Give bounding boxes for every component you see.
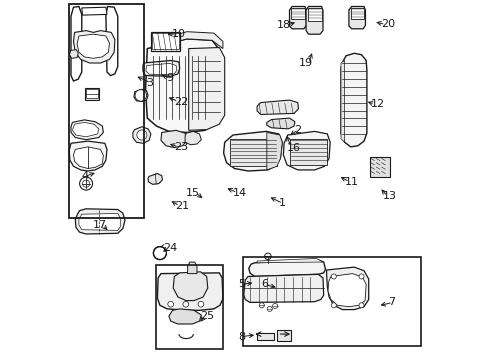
Polygon shape bbox=[257, 100, 298, 114]
Circle shape bbox=[135, 90, 146, 101]
Polygon shape bbox=[257, 258, 322, 263]
Text: 8: 8 bbox=[238, 332, 244, 342]
Polygon shape bbox=[326, 267, 368, 310]
Polygon shape bbox=[145, 63, 177, 75]
Polygon shape bbox=[168, 309, 201, 324]
Polygon shape bbox=[134, 89, 148, 102]
Polygon shape bbox=[248, 260, 325, 276]
Circle shape bbox=[167, 301, 173, 307]
Bar bbox=[291, 8, 305, 19]
Polygon shape bbox=[79, 213, 120, 230]
Text: 25: 25 bbox=[200, 311, 214, 321]
Polygon shape bbox=[340, 53, 366, 147]
Bar bbox=[85, 88, 99, 100]
Polygon shape bbox=[158, 32, 223, 49]
Polygon shape bbox=[188, 48, 224, 130]
Text: 3: 3 bbox=[146, 78, 153, 88]
Bar bbox=[86, 89, 98, 98]
Circle shape bbox=[266, 306, 272, 311]
Circle shape bbox=[358, 274, 363, 279]
Polygon shape bbox=[75, 209, 125, 234]
Text: 1: 1 bbox=[278, 198, 285, 208]
Circle shape bbox=[272, 303, 277, 309]
Polygon shape bbox=[133, 127, 151, 143]
Text: 18: 18 bbox=[277, 20, 291, 30]
Polygon shape bbox=[327, 274, 366, 307]
Polygon shape bbox=[145, 39, 218, 132]
Bar bbox=[152, 33, 179, 49]
Circle shape bbox=[183, 301, 188, 307]
Polygon shape bbox=[266, 132, 282, 170]
Polygon shape bbox=[348, 6, 365, 29]
Text: 9: 9 bbox=[166, 73, 173, 84]
Polygon shape bbox=[71, 120, 103, 140]
Polygon shape bbox=[340, 60, 344, 142]
Circle shape bbox=[198, 301, 203, 307]
Bar bbox=[369, 157, 389, 177]
Polygon shape bbox=[77, 34, 109, 58]
Polygon shape bbox=[148, 174, 162, 184]
Polygon shape bbox=[71, 6, 81, 81]
Bar bbox=[257, 333, 274, 340]
Circle shape bbox=[82, 180, 89, 187]
Polygon shape bbox=[73, 31, 115, 63]
Text: 4: 4 bbox=[81, 171, 89, 181]
Text: 6: 6 bbox=[261, 279, 268, 289]
Bar bbox=[151, 32, 180, 51]
Circle shape bbox=[259, 303, 264, 308]
Text: 11: 11 bbox=[345, 177, 359, 187]
Text: 14: 14 bbox=[232, 188, 246, 198]
Circle shape bbox=[358, 303, 363, 308]
Polygon shape bbox=[185, 131, 201, 145]
Text: 2: 2 bbox=[294, 125, 301, 135]
Polygon shape bbox=[73, 147, 103, 168]
Polygon shape bbox=[289, 6, 306, 29]
Bar bbox=[350, 8, 363, 19]
Text: 16: 16 bbox=[286, 143, 301, 153]
Circle shape bbox=[264, 253, 270, 260]
Text: 13: 13 bbox=[382, 191, 396, 201]
Text: 21: 21 bbox=[175, 201, 189, 211]
Polygon shape bbox=[81, 7, 107, 15]
Bar bbox=[307, 8, 321, 21]
Bar bbox=[156, 265, 223, 349]
Polygon shape bbox=[187, 262, 197, 274]
Polygon shape bbox=[142, 60, 179, 76]
Text: 22: 22 bbox=[174, 96, 188, 107]
Polygon shape bbox=[266, 118, 294, 129]
Bar bbox=[69, 4, 144, 218]
Polygon shape bbox=[69, 50, 78, 58]
Circle shape bbox=[330, 303, 336, 308]
Polygon shape bbox=[173, 272, 207, 301]
Bar bbox=[289, 139, 326, 165]
Text: 12: 12 bbox=[370, 99, 384, 109]
Text: 24: 24 bbox=[163, 243, 177, 253]
Text: 19: 19 bbox=[298, 58, 312, 68]
Text: 23: 23 bbox=[174, 142, 188, 152]
Text: 15: 15 bbox=[185, 188, 199, 198]
Circle shape bbox=[330, 274, 336, 279]
Text: 5: 5 bbox=[238, 279, 244, 289]
Polygon shape bbox=[157, 273, 223, 310]
Text: 20: 20 bbox=[381, 19, 395, 30]
Text: 17: 17 bbox=[93, 220, 107, 230]
Polygon shape bbox=[283, 131, 329, 170]
Circle shape bbox=[153, 247, 166, 260]
Polygon shape bbox=[69, 141, 107, 171]
Circle shape bbox=[137, 130, 146, 140]
Polygon shape bbox=[72, 122, 99, 137]
Polygon shape bbox=[223, 131, 282, 171]
Polygon shape bbox=[106, 6, 118, 76]
Polygon shape bbox=[244, 274, 323, 302]
Bar bbox=[276, 330, 290, 341]
Polygon shape bbox=[161, 130, 186, 148]
Text: 7: 7 bbox=[387, 297, 395, 307]
Bar bbox=[242, 257, 420, 346]
Circle shape bbox=[80, 177, 92, 190]
Bar bbox=[230, 139, 276, 166]
Polygon shape bbox=[305, 6, 322, 34]
Text: 10: 10 bbox=[171, 29, 185, 39]
